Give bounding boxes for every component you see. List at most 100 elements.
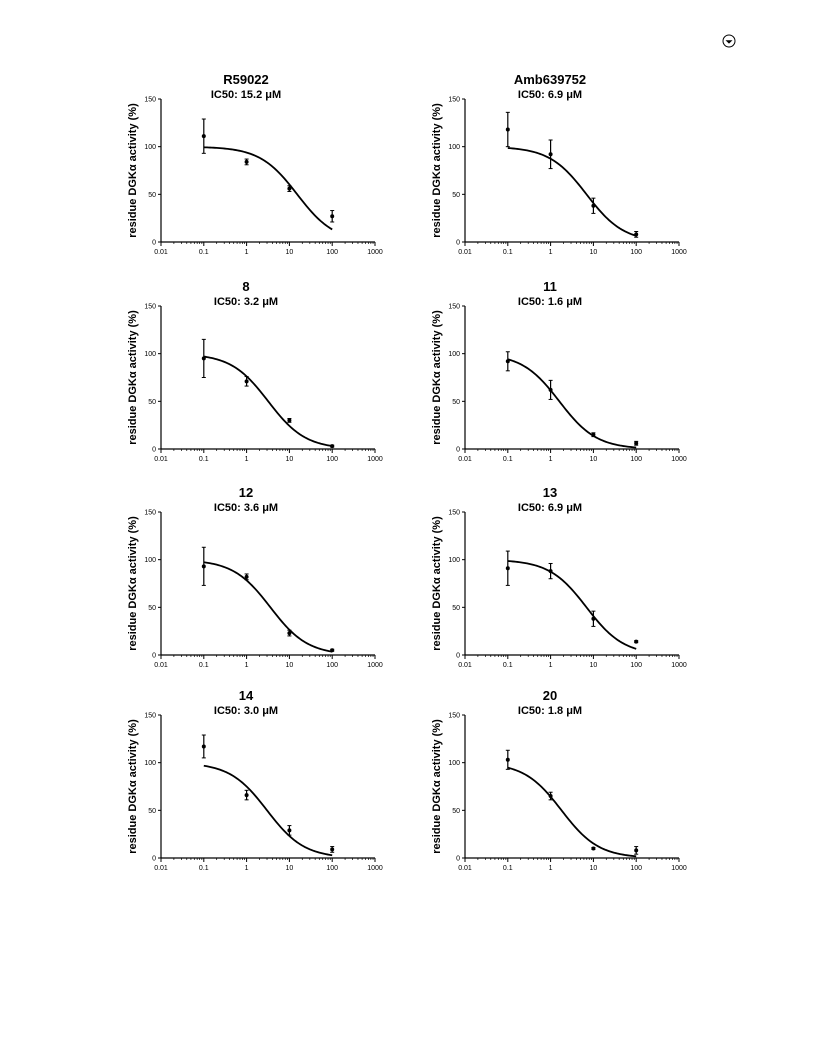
x-tick-label: 1 [245, 249, 249, 256]
dose-response-plot: 0 50 100 150 0.01 0.1 1 10 100 1000 residue DGKα a… [127, 304, 383, 464]
x-tick-label: 0.01 [154, 865, 168, 872]
data-point [201, 744, 206, 749]
y-axis-label: residue DGKα activity (%) [127, 719, 139, 854]
data-point [287, 828, 292, 833]
x-tick-label: 10 [590, 456, 598, 463]
fit-curve [507, 147, 637, 237]
y-tick-label: 100 [144, 760, 156, 767]
chart-title: R59022 [223, 72, 269, 87]
y-tick-label: 0 [152, 240, 156, 247]
chart-title: 14 [238, 688, 254, 703]
data-point [505, 757, 510, 762]
data-point [634, 639, 639, 644]
y-tick-label: 50 [452, 605, 460, 612]
x-tick-label: 1 [549, 662, 553, 669]
dose-response-plot: 0 50 100 150 0.01 0.1 1 10 100 1000 residue DGKα a… [431, 97, 687, 257]
chart-panel: R59022 IC50: 15.2 μM 0 50 100 150 0.01 0.1 1 10 10… [127, 72, 390, 272]
chart-subtitle: IC50: 1.8 μM [517, 705, 583, 717]
dose-response-plot: 0 50 100 150 0.01 0.1 1 10 100 1000 residue DGKα a… [127, 713, 383, 873]
fit-curve [203, 764, 333, 857]
y-tick-label: 50 [452, 399, 460, 406]
chart-subtitle: IC50: 6.9 μM [517, 89, 583, 101]
data-point [244, 574, 249, 579]
x-tick-label: 1 [245, 456, 249, 463]
y-axis-label: residue DGKα activity (%) [127, 516, 139, 651]
x-tick-label: 0.1 [503, 662, 513, 669]
x-tick-label: 0.01 [458, 456, 472, 463]
data-point [505, 359, 510, 364]
y-tick-label: 0 [456, 240, 460, 247]
dose-response-plot: 0 50 100 150 0.01 0.1 1 10 100 1000 residue DGKα a… [127, 510, 383, 670]
y-tick-label: 0 [456, 447, 460, 454]
y-tick-label: 0 [152, 447, 156, 454]
x-tick-label: 100 [326, 456, 338, 463]
x-tick-label: 1000 [367, 456, 383, 463]
data-point [548, 794, 553, 799]
y-tick-label: 100 [448, 557, 460, 564]
y-tick-label: 50 [148, 399, 156, 406]
x-tick-label: 0.1 [199, 662, 209, 669]
x-tick-label: 0.01 [458, 662, 472, 669]
x-tick-label: 10 [590, 662, 598, 669]
chart-subtitle: IC50: 3.0 μM [213, 705, 279, 717]
x-tick-label: 0.01 [458, 865, 472, 872]
x-tick-label: 10 [590, 249, 598, 256]
chart-title: Amb639752 [513, 72, 587, 87]
x-tick-label: 1000 [367, 662, 383, 669]
y-tick-label: 50 [148, 192, 156, 199]
y-tick-label: 0 [456, 856, 460, 863]
data-point [548, 152, 553, 157]
x-tick-label: 0.1 [503, 249, 513, 256]
x-tick-label: 1000 [671, 662, 687, 669]
x-tick-label: 1000 [671, 456, 687, 463]
data-point [287, 186, 292, 191]
data-point [634, 848, 639, 853]
y-tick-label: 100 [144, 557, 156, 564]
y-axis-label: residue DGKα activity (%) [431, 310, 443, 445]
y-axis-label: residue DGKα activity (%) [431, 103, 443, 238]
chart-subtitle: IC50: 6.9 μM [517, 502, 583, 514]
data-point [244, 379, 249, 384]
y-tick-label: 100 [144, 144, 156, 151]
data-point [634, 232, 639, 237]
x-tick-label: 100 [326, 249, 338, 256]
x-tick-label: 0.01 [458, 249, 472, 256]
fit-curve [507, 560, 637, 650]
x-tick-label: 1 [549, 249, 553, 256]
chart-panel: 12 IC50: 3.6 μM 0 50 100 150 0.01 0.1 1 10 100 1000… [127, 485, 390, 685]
x-tick-label: 10 [286, 662, 294, 669]
y-tick-label: 50 [148, 808, 156, 815]
data-point [201, 564, 206, 569]
data-point [548, 387, 553, 392]
chart-panel: 8 IC50: 3.2 μM 0 50 100 150 0.01 0.1 1 10 100 1000 r… [127, 279, 390, 479]
y-tick-label: 50 [148, 605, 156, 612]
x-tick-label: 1000 [367, 249, 383, 256]
chart-panel: 14 IC50: 3.0 μM 0 50 100 150 0.01 0.1 1 10 100 1000… [127, 688, 390, 888]
data-point [244, 793, 249, 798]
data-point [330, 847, 335, 852]
x-tick-label: 1000 [671, 249, 687, 256]
y-tick-label: 150 [144, 97, 156, 104]
y-axis-label: residue DGKα activity (%) [127, 310, 139, 445]
x-tick-label: 1 [549, 865, 553, 872]
chart-subtitle: IC50: 1.6 μM [517, 296, 583, 308]
x-tick-label: 100 [630, 865, 642, 872]
y-tick-label: 0 [152, 856, 156, 863]
y-axis-label: residue DGKα activity (%) [127, 103, 139, 238]
x-tick-label: 10 [286, 249, 294, 256]
y-tick-label: 150 [448, 304, 460, 311]
x-tick-label: 100 [326, 662, 338, 669]
x-tick-label: 100 [630, 662, 642, 669]
x-tick-label: 10 [286, 865, 294, 872]
data-point [287, 631, 292, 636]
data-point [244, 159, 249, 164]
y-tick-label: 100 [144, 351, 156, 358]
x-tick-label: 0.01 [154, 662, 168, 669]
x-tick-label: 1 [245, 662, 249, 669]
x-tick-label: 0.1 [199, 456, 209, 463]
chart-panel: 11 IC50: 1.6 μM 0 50 100 150 0.01 0.1 1 10 100 1000… [431, 279, 694, 479]
dose-response-plot: 0 50 100 150 0.01 0.1 1 10 100 1000 residue DGKα a… [431, 713, 687, 873]
y-tick-label: 100 [448, 144, 460, 151]
chart-subtitle: IC50: 3.2 μM [213, 296, 279, 308]
chart-panel: 20 IC50: 1.8 μM 0 50 100 150 0.01 0.1 1 10 100 1000… [431, 688, 694, 888]
